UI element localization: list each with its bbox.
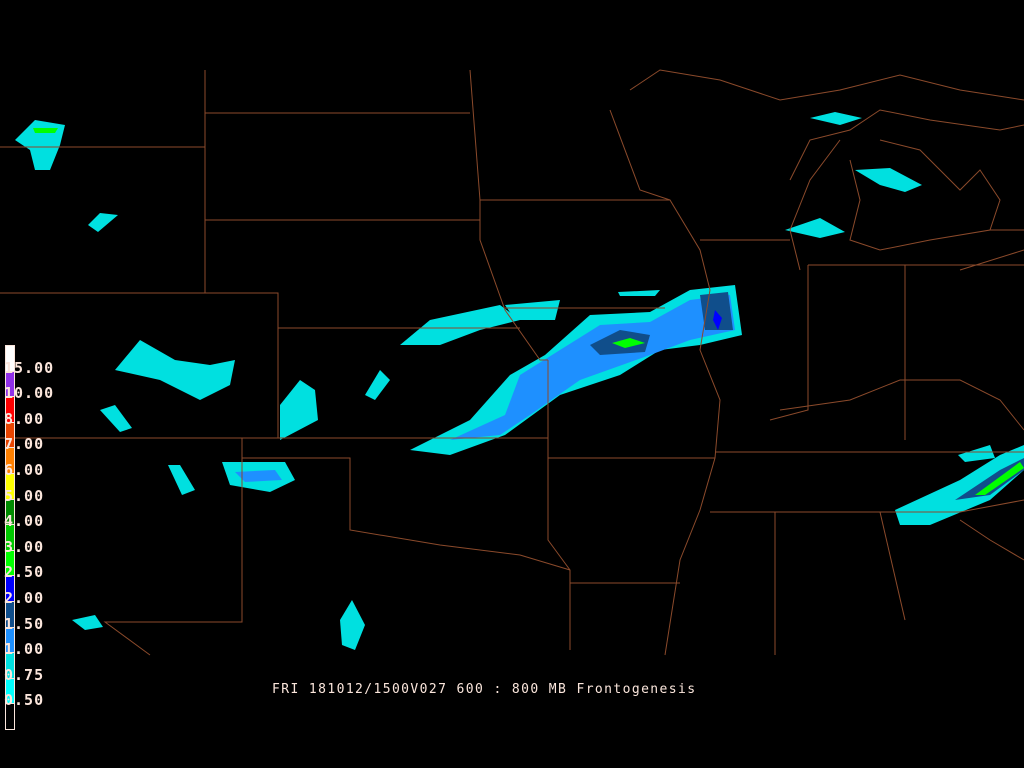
legend-label: 15.00 (4, 358, 55, 377)
contour-cyan (88, 213, 118, 232)
frontogenesis-contours (15, 112, 1024, 650)
contour-cyan (280, 380, 318, 440)
contour-cyan (100, 405, 132, 432)
contour-cyan (895, 445, 1024, 525)
contour-green (975, 462, 1024, 495)
legend-label: 10.00 (4, 384, 55, 403)
contour-cyan (115, 340, 235, 400)
legend-swatch (5, 703, 15, 730)
state-boundaries (0, 69, 1024, 656)
contour-cyan (365, 370, 390, 400)
contour-blue (235, 470, 282, 482)
legend-label: 1.50 (4, 614, 45, 633)
contour-green (612, 338, 645, 348)
contour-blue (450, 295, 735, 440)
legend-label: 1.00 (4, 640, 45, 659)
contour-cyan (72, 615, 103, 630)
contour-blue (713, 310, 722, 330)
map-title: FRI 181012/1500V027 600 : 800 MB Frontog… (272, 682, 697, 697)
legend-label: 2.00 (4, 589, 45, 607)
legend-label: 4.00 (4, 512, 45, 531)
legend-label: 7.00 (4, 435, 45, 454)
contour-cyan (855, 168, 922, 192)
contour-cyan (400, 305, 520, 345)
legend-label: 0.75 (4, 665, 45, 684)
contour-cyan (15, 120, 65, 170)
contour-cyan (505, 300, 560, 320)
legend-label: 2.50 (4, 563, 45, 582)
legend-label: 8.00 (4, 409, 45, 428)
contour-darkblue (955, 458, 1024, 500)
contour-cyan (618, 290, 660, 296)
contour-cyan (810, 112, 862, 125)
legend-label: 0.50 (4, 691, 45, 710)
contour-green (33, 128, 58, 133)
legend-label: 6.00 (4, 461, 45, 479)
contour-cyan (958, 445, 995, 462)
legend-label: 5.00 (4, 486, 45, 505)
legend-label: 3.00 (4, 537, 45, 556)
contour-cyan (168, 465, 195, 495)
contour-cyan (340, 600, 365, 650)
contour-cyan (785, 218, 845, 238)
